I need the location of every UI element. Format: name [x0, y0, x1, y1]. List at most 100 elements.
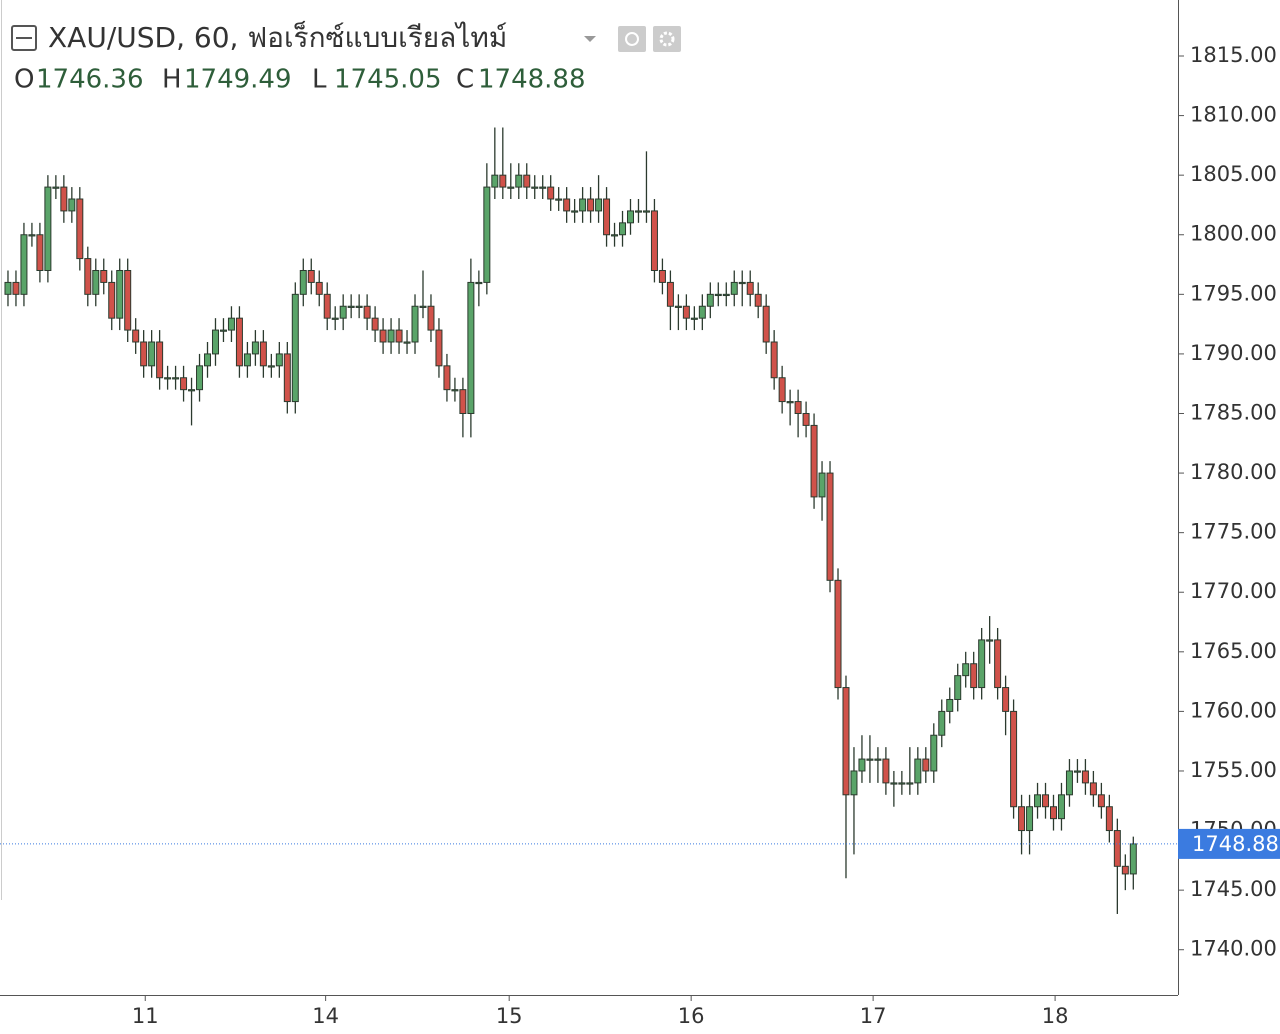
candle-body	[754, 293, 762, 307]
candle-body	[491, 174, 499, 188]
candle-body	[1089, 782, 1097, 796]
candle-body	[595, 198, 603, 212]
settings-icon-gear	[659, 31, 675, 47]
candle-body	[172, 377, 180, 380]
candle-body	[722, 293, 730, 297]
candle-body	[475, 281, 483, 285]
candle-body	[866, 758, 874, 761]
candle-body	[706, 293, 714, 307]
candle-body	[259, 341, 267, 367]
candle-body	[299, 269, 307, 295]
candle-body	[108, 281, 116, 319]
candle-body	[52, 186, 60, 189]
candle-body	[778, 377, 786, 403]
title-dropdown[interactable]	[584, 36, 596, 42]
candle-body	[810, 424, 818, 498]
candle-body	[946, 698, 954, 712]
candle-body	[451, 389, 459, 392]
candle-body	[619, 222, 627, 236]
candle-body	[483, 186, 491, 283]
candle-body	[978, 639, 986, 689]
candle-body	[68, 198, 76, 212]
candle-body	[507, 186, 515, 189]
candle-body	[1034, 794, 1042, 808]
candle-body	[323, 293, 331, 319]
candle-body	[874, 758, 882, 761]
last-price-badge	[1178, 828, 1280, 859]
candle-body	[1026, 806, 1034, 832]
candle-body	[922, 758, 930, 772]
ohlc-label: L	[312, 65, 327, 95]
candle-body	[76, 198, 84, 260]
candle-body	[531, 186, 539, 189]
candle-body	[347, 305, 355, 308]
visibility-icon-eye	[625, 32, 639, 46]
ohlc-value: 1748.88	[478, 65, 586, 95]
candle-body	[523, 174, 531, 188]
header: XAU/USD, 60, ฟอเร็กซ์แบบเรียลไทม์ O 1746.3…	[14, 20, 586, 95]
candle-body	[890, 782, 898, 785]
candle-body	[962, 663, 970, 677]
candle-body	[188, 389, 196, 392]
ohlc-label: O	[14, 65, 34, 95]
collapse-icon[interactable]	[11, 25, 37, 51]
y-tick-label: 1805.00	[1190, 162, 1277, 186]
candle-body	[148, 341, 156, 367]
candle-body	[363, 305, 371, 319]
candle-body	[1113, 830, 1121, 867]
candle-body	[650, 210, 658, 271]
candle-body	[571, 210, 579, 213]
y-tick-label: 1795.00	[1190, 281, 1277, 305]
candle-body	[124, 269, 132, 331]
candle-body	[642, 210, 650, 213]
y-tick-label: 1740.00	[1190, 937, 1277, 961]
candle-body	[427, 305, 435, 331]
candle-body	[196, 365, 204, 391]
ohlc-value: 1745.05	[334, 65, 442, 95]
candle-body	[826, 472, 834, 581]
candle-body	[1057, 794, 1065, 820]
candle-body	[243, 353, 251, 367]
candle-body	[4, 281, 12, 295]
candle-body	[395, 329, 403, 343]
candle-body	[20, 234, 28, 295]
x-tick-label: 15	[496, 1004, 523, 1028]
candle-body	[714, 293, 722, 297]
candle-body	[371, 317, 379, 331]
candle-body	[770, 341, 778, 379]
ohlc-label: H	[162, 65, 182, 95]
candle-body	[459, 389, 467, 414]
candle-body	[954, 675, 962, 700]
candle-body	[1002, 687, 1010, 712]
candle-body	[1042, 794, 1050, 808]
candle-body	[762, 305, 770, 343]
candle-body	[235, 317, 243, 367]
y-tick-label: 1780.00	[1190, 460, 1277, 484]
candle-body	[746, 281, 754, 295]
ohlc-label: C	[456, 65, 474, 95]
candle-body	[563, 198, 571, 212]
candle-body	[842, 687, 850, 796]
candle-body	[443, 365, 451, 391]
candle-body	[331, 317, 339, 320]
candle-body	[898, 782, 906, 785]
y-tick-label: 1775.00	[1190, 520, 1277, 544]
candle-body	[132, 329, 140, 343]
x-tick-label: 17	[860, 1004, 887, 1028]
y-tick-label: 1765.00	[1190, 639, 1277, 663]
x-tick-label: 14	[312, 1004, 339, 1028]
candle-body	[802, 412, 810, 426]
ohlc-value: 1749.49	[184, 65, 292, 95]
candle-body	[1121, 865, 1129, 875]
candle-body	[627, 210, 635, 224]
settings-icon[interactable]	[653, 26, 681, 52]
x-tick-label: 16	[678, 1004, 705, 1028]
candle-body	[634, 210, 642, 213]
last-price-label: 1748.88	[1192, 832, 1279, 856]
visibility-icon[interactable]	[618, 26, 646, 52]
candle-body	[28, 234, 36, 237]
y-tick-label: 1770.00	[1190, 579, 1277, 603]
candle-body	[858, 758, 866, 772]
